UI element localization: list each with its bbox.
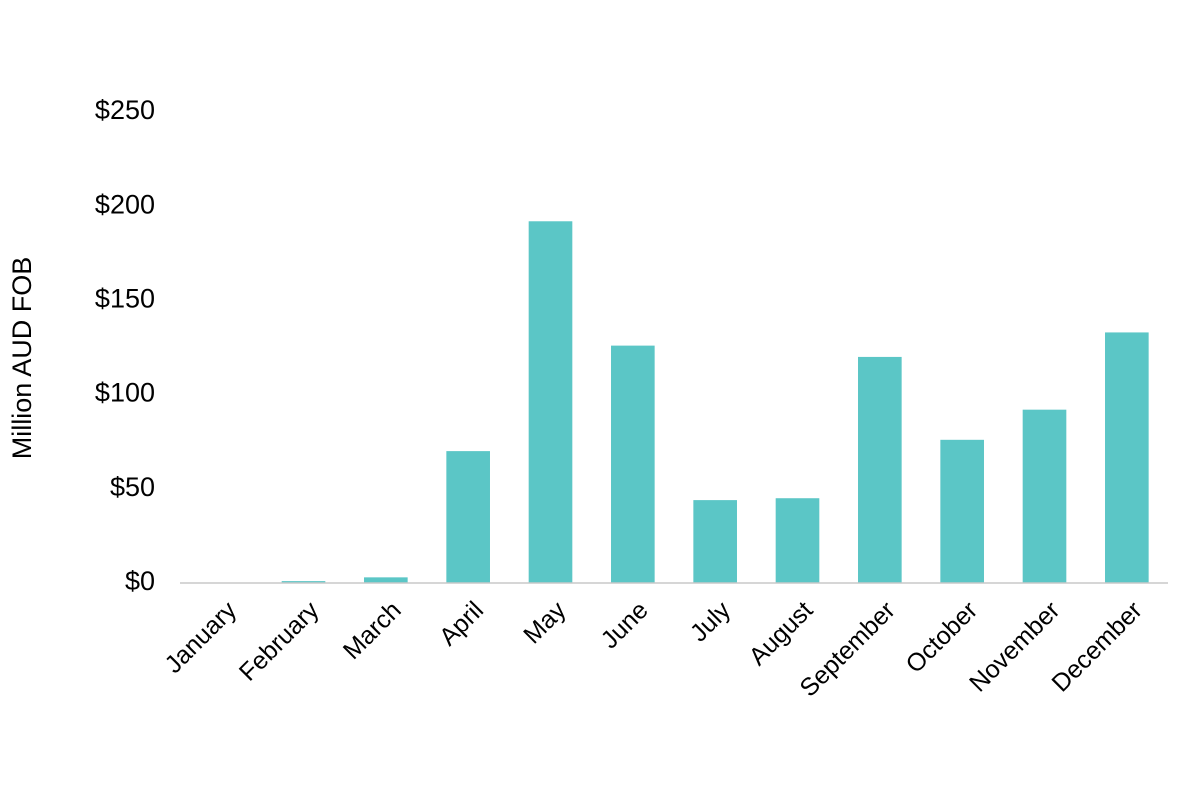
x-tick-label: April — [434, 596, 489, 651]
bar — [1022, 409, 1067, 583]
y-tick-label: $150 — [95, 284, 155, 314]
y-tick-label: $250 — [95, 95, 155, 125]
x-tick-label: May — [518, 596, 572, 650]
x-tick-label: October — [900, 596, 983, 679]
y-tick-label: $100 — [95, 378, 155, 408]
x-tick-label: June — [596, 596, 654, 654]
y-tick-label: $0 — [125, 566, 155, 596]
x-tick-label: January — [159, 596, 242, 679]
bar — [528, 221, 573, 583]
y-tick-label: $50 — [110, 472, 155, 502]
bar — [693, 500, 737, 583]
x-tick-label: August — [744, 596, 819, 671]
x-tick-label: December — [1046, 596, 1147, 697]
bar — [775, 498, 820, 583]
x-tick-label: February — [234, 596, 325, 687]
bar — [364, 577, 408, 583]
y-axis-label: Million AUD FOB — [7, 257, 37, 460]
bar — [1105, 332, 1149, 583]
bar — [858, 356, 902, 583]
bar — [281, 581, 326, 583]
bar — [611, 345, 655, 583]
bar — [940, 439, 984, 583]
y-tick-label: $200 — [95, 189, 155, 219]
bar — [446, 451, 490, 583]
x-tick-label: March — [338, 596, 407, 665]
x-tick-label: July — [685, 596, 737, 648]
